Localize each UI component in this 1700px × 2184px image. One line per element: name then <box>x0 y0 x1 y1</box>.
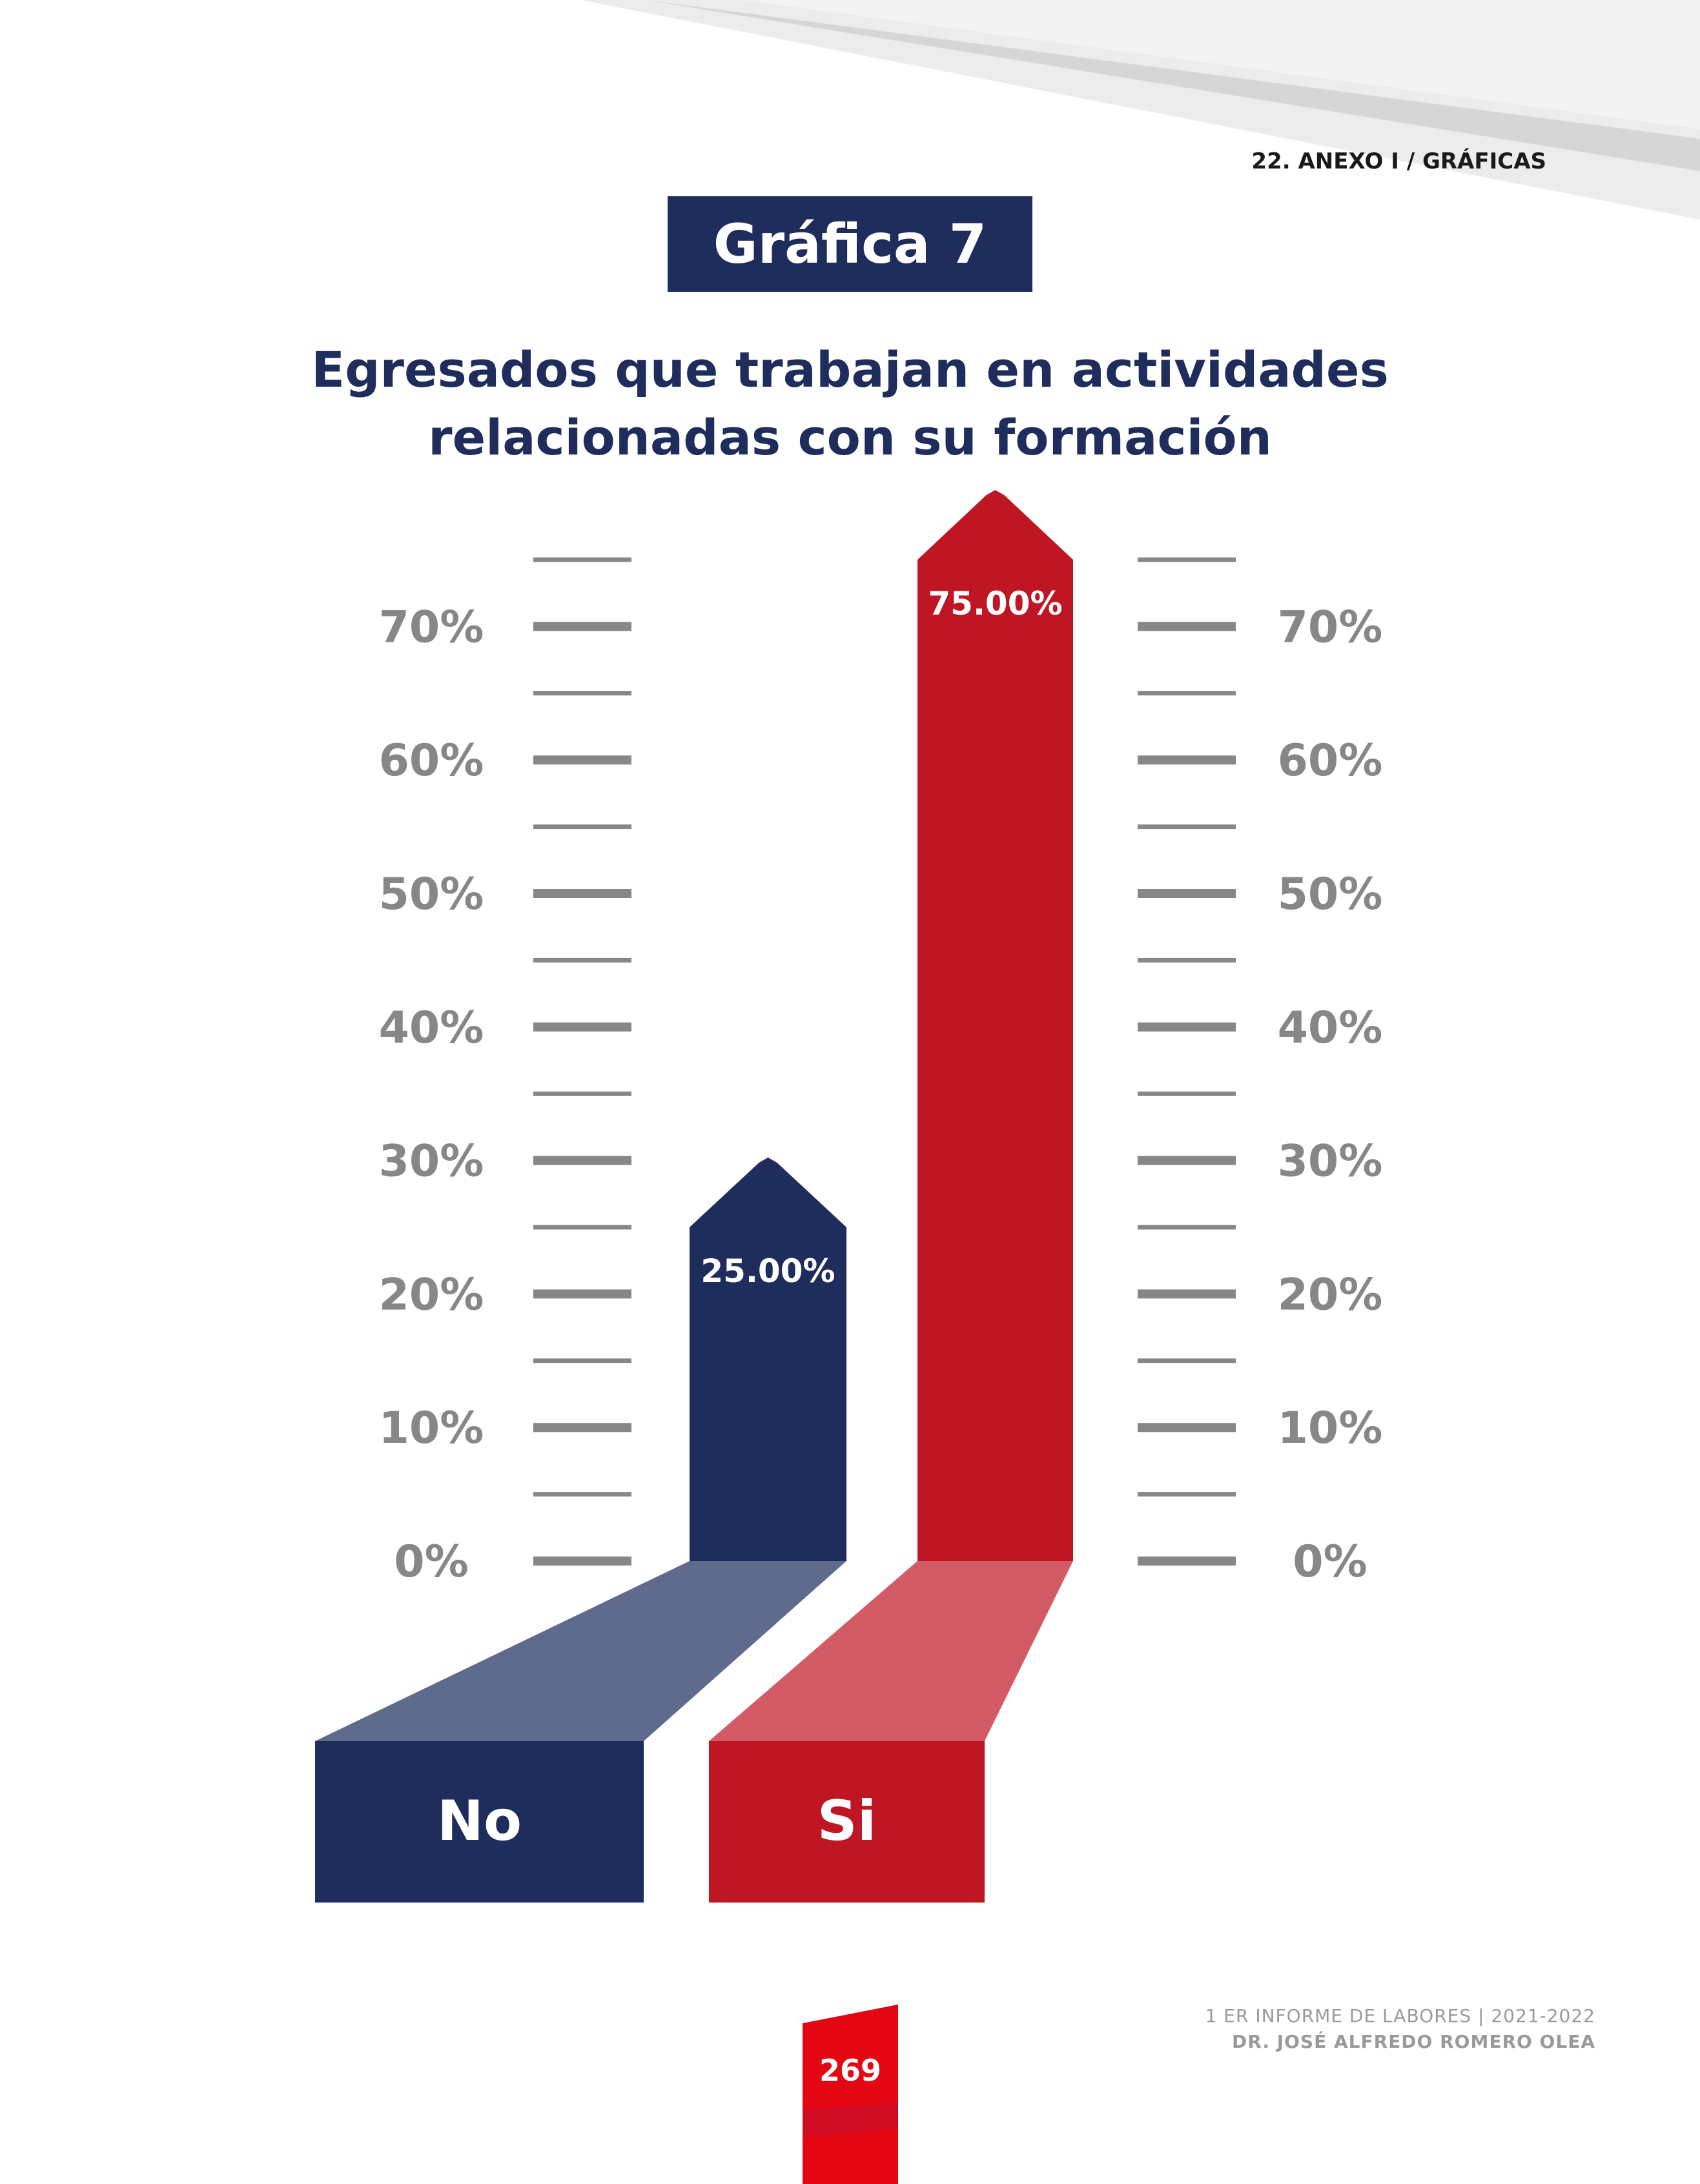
left-y-tick-label: 50% <box>379 869 484 920</box>
bar-floor-si <box>709 1561 1073 1741</box>
left-y-tick-label: 20% <box>379 1269 484 1320</box>
chart-number-badge: Gráfica 7 <box>668 196 1032 292</box>
left-y-tick-label: 60% <box>379 735 484 786</box>
chart-number-label: Gráfica 7 <box>713 212 987 276</box>
section-label: 22. ANEXO I / GRÁFICAS <box>1251 148 1546 174</box>
left-y-tick-label: 10% <box>379 1403 484 1454</box>
footer-author-line: DR. JOSÉ ALFREDO ROMERO OLEA <box>1232 2031 1595 2052</box>
data-label: 25.00% <box>701 1252 835 1290</box>
right-y-tick-label: 10% <box>1278 1403 1383 1454</box>
footer-report-line: 1 ER INFORME DE LABORES | 2021-2022 <box>1205 2005 1595 2026</box>
data-label: 75.00% <box>928 585 1062 622</box>
right-y-tick-label: 40% <box>1278 1003 1383 1054</box>
left-y-tick-label: 40% <box>379 1003 484 1054</box>
bar-si <box>917 490 1073 1561</box>
left-y-tick-label: 0% <box>394 1536 468 1587</box>
chart-title-line-2: relacionadas con su formación <box>428 409 1272 466</box>
right-y-tick-label: 50% <box>1278 869 1383 920</box>
right-y-tick-label: 20% <box>1278 1269 1383 1320</box>
left-y-tick-label: 30% <box>379 1136 484 1187</box>
category-label: No <box>437 1789 522 1853</box>
right-y-tick-label: 70% <box>1278 602 1383 653</box>
category-label: Si <box>817 1789 876 1853</box>
page-number: 269 <box>819 2053 882 2088</box>
right-y-tick-label: 30% <box>1278 1136 1383 1187</box>
bar-floor-no <box>315 1561 846 1741</box>
bar-no <box>690 1158 846 1561</box>
right-y-tick-label: 60% <box>1278 735 1383 786</box>
left-y-tick-label: 70% <box>379 602 484 653</box>
category-box-no <box>315 1741 644 1903</box>
category-box-si <box>709 1741 985 1903</box>
chart-title-line-1: Egresados que trabajan en actividades <box>311 341 1389 398</box>
header-corner-decoration <box>581 0 1700 219</box>
right-y-tick-label: 0% <box>1293 1536 1367 1587</box>
chart-title: Egresados que trabajan en actividades re… <box>129 336 1571 471</box>
